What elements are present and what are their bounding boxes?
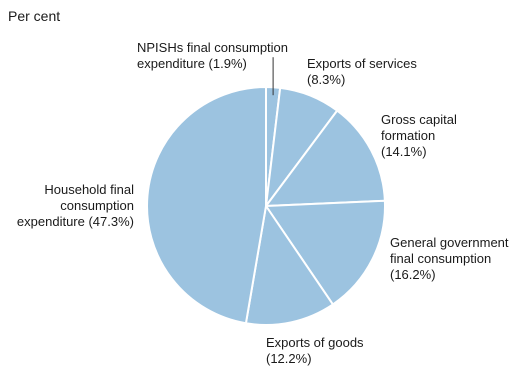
pie-slice (265, 199, 386, 306)
slice-label-line: Household final (44, 182, 134, 197)
slice-label-line: formation (381, 128, 435, 143)
pie-slice (146, 86, 267, 325)
slice-label-line: General government (390, 235, 509, 250)
pie-slices (146, 86, 386, 326)
slice-label: Exports of services (8.3%) (307, 56, 417, 87)
slice-label: Gross capital formation (14.1%) (381, 112, 457, 159)
unit-label: Per cent (8, 8, 60, 24)
slice-label-line: (14.1%) (381, 144, 427, 159)
slice-label-line: expenditure (1.9%) (137, 56, 247, 71)
slice-label-line: (8.3%) (307, 72, 345, 87)
slice-label-line: Gross capital (381, 112, 457, 127)
slice-label: NPISHs final consumption expenditure (1.9… (137, 40, 288, 71)
pie-slice (244, 205, 334, 326)
slice-label-line: Exports of goods (266, 335, 364, 350)
slice-label-line: (16.2%) (390, 267, 436, 282)
slice-label-line: consumption (60, 198, 134, 213)
slice-label-line: (12.2%) (266, 351, 312, 366)
slice-label: Exports of goods (12.2%) (266, 335, 364, 366)
slice-label-line: expenditure (47.3%) (17, 214, 134, 229)
slice-label: General government final consumption (16.2… (390, 235, 509, 282)
slice-label-line: final consumption (390, 251, 491, 266)
slice-label: Household final consumption expenditure (4… (17, 182, 134, 229)
slice-label-line: NPISHs final consumption (137, 40, 288, 55)
pie-slice (265, 109, 386, 207)
pie-labels: NPISHs final consumption expenditure (1.9… (17, 40, 509, 366)
slice-label-line: Exports of services (307, 56, 417, 71)
